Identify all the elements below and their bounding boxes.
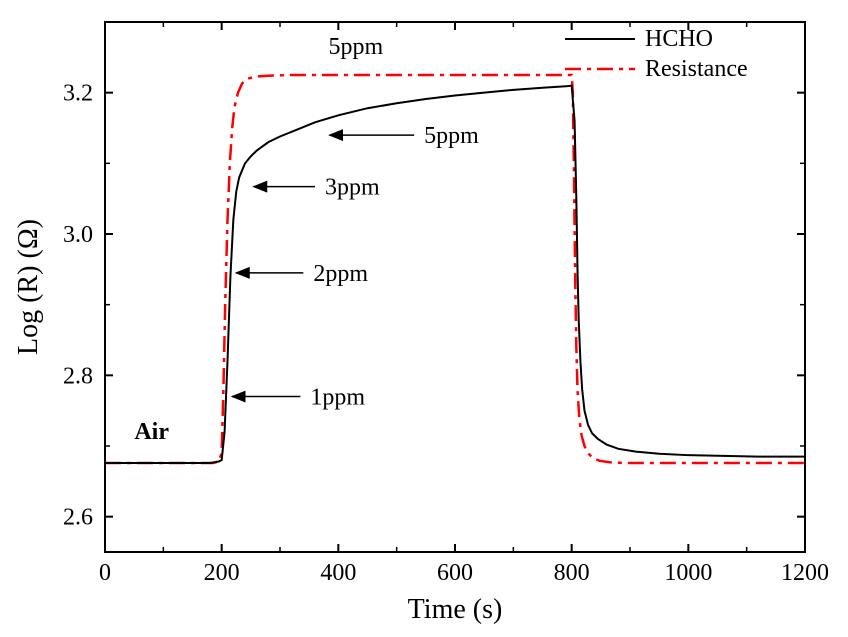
annotation-label: 3ppm bbox=[325, 175, 380, 201]
chart-svg: 0 200 400 600 800 1000 1200 Time (s) 2.6 2.8 3.0 3.… bbox=[0, 0, 848, 637]
annotation-label: 1ppm bbox=[310, 385, 365, 411]
x-tick-label: 1000 bbox=[664, 560, 712, 586]
y-tick-label: 3.2 bbox=[63, 81, 93, 107]
x-tick-label: 800 bbox=[554, 560, 590, 586]
chart-root: 0 200 400 600 800 1000 1200 Time (s) 2.6 2.8 3.0 3.… bbox=[0, 0, 848, 637]
y-tick-label: 2.8 bbox=[63, 363, 93, 389]
x-tick-label: 0 bbox=[99, 560, 111, 586]
x-tick-label: 400 bbox=[320, 560, 356, 586]
x-tick-label: 1200 bbox=[781, 560, 829, 586]
legend-label-hcho: HCHO bbox=[645, 26, 713, 52]
x-axis-title: Time (s) bbox=[408, 594, 503, 625]
x-tick-label: 600 bbox=[437, 560, 473, 586]
x-tick-label: 200 bbox=[204, 560, 240, 586]
top-5ppm-label: 5ppm bbox=[328, 34, 383, 60]
y-axis-title: Log (R) (Ω) bbox=[13, 219, 44, 355]
plot-frame bbox=[105, 22, 805, 552]
y-tick-label: 2.6 bbox=[63, 505, 93, 531]
air-label: Air bbox=[134, 419, 169, 445]
y-tick-label: 3.0 bbox=[63, 222, 93, 248]
annotation-label: 2ppm bbox=[313, 261, 368, 287]
annotation-label: 5ppm bbox=[424, 123, 479, 149]
legend-label-resistance: Resistance bbox=[645, 56, 748, 82]
